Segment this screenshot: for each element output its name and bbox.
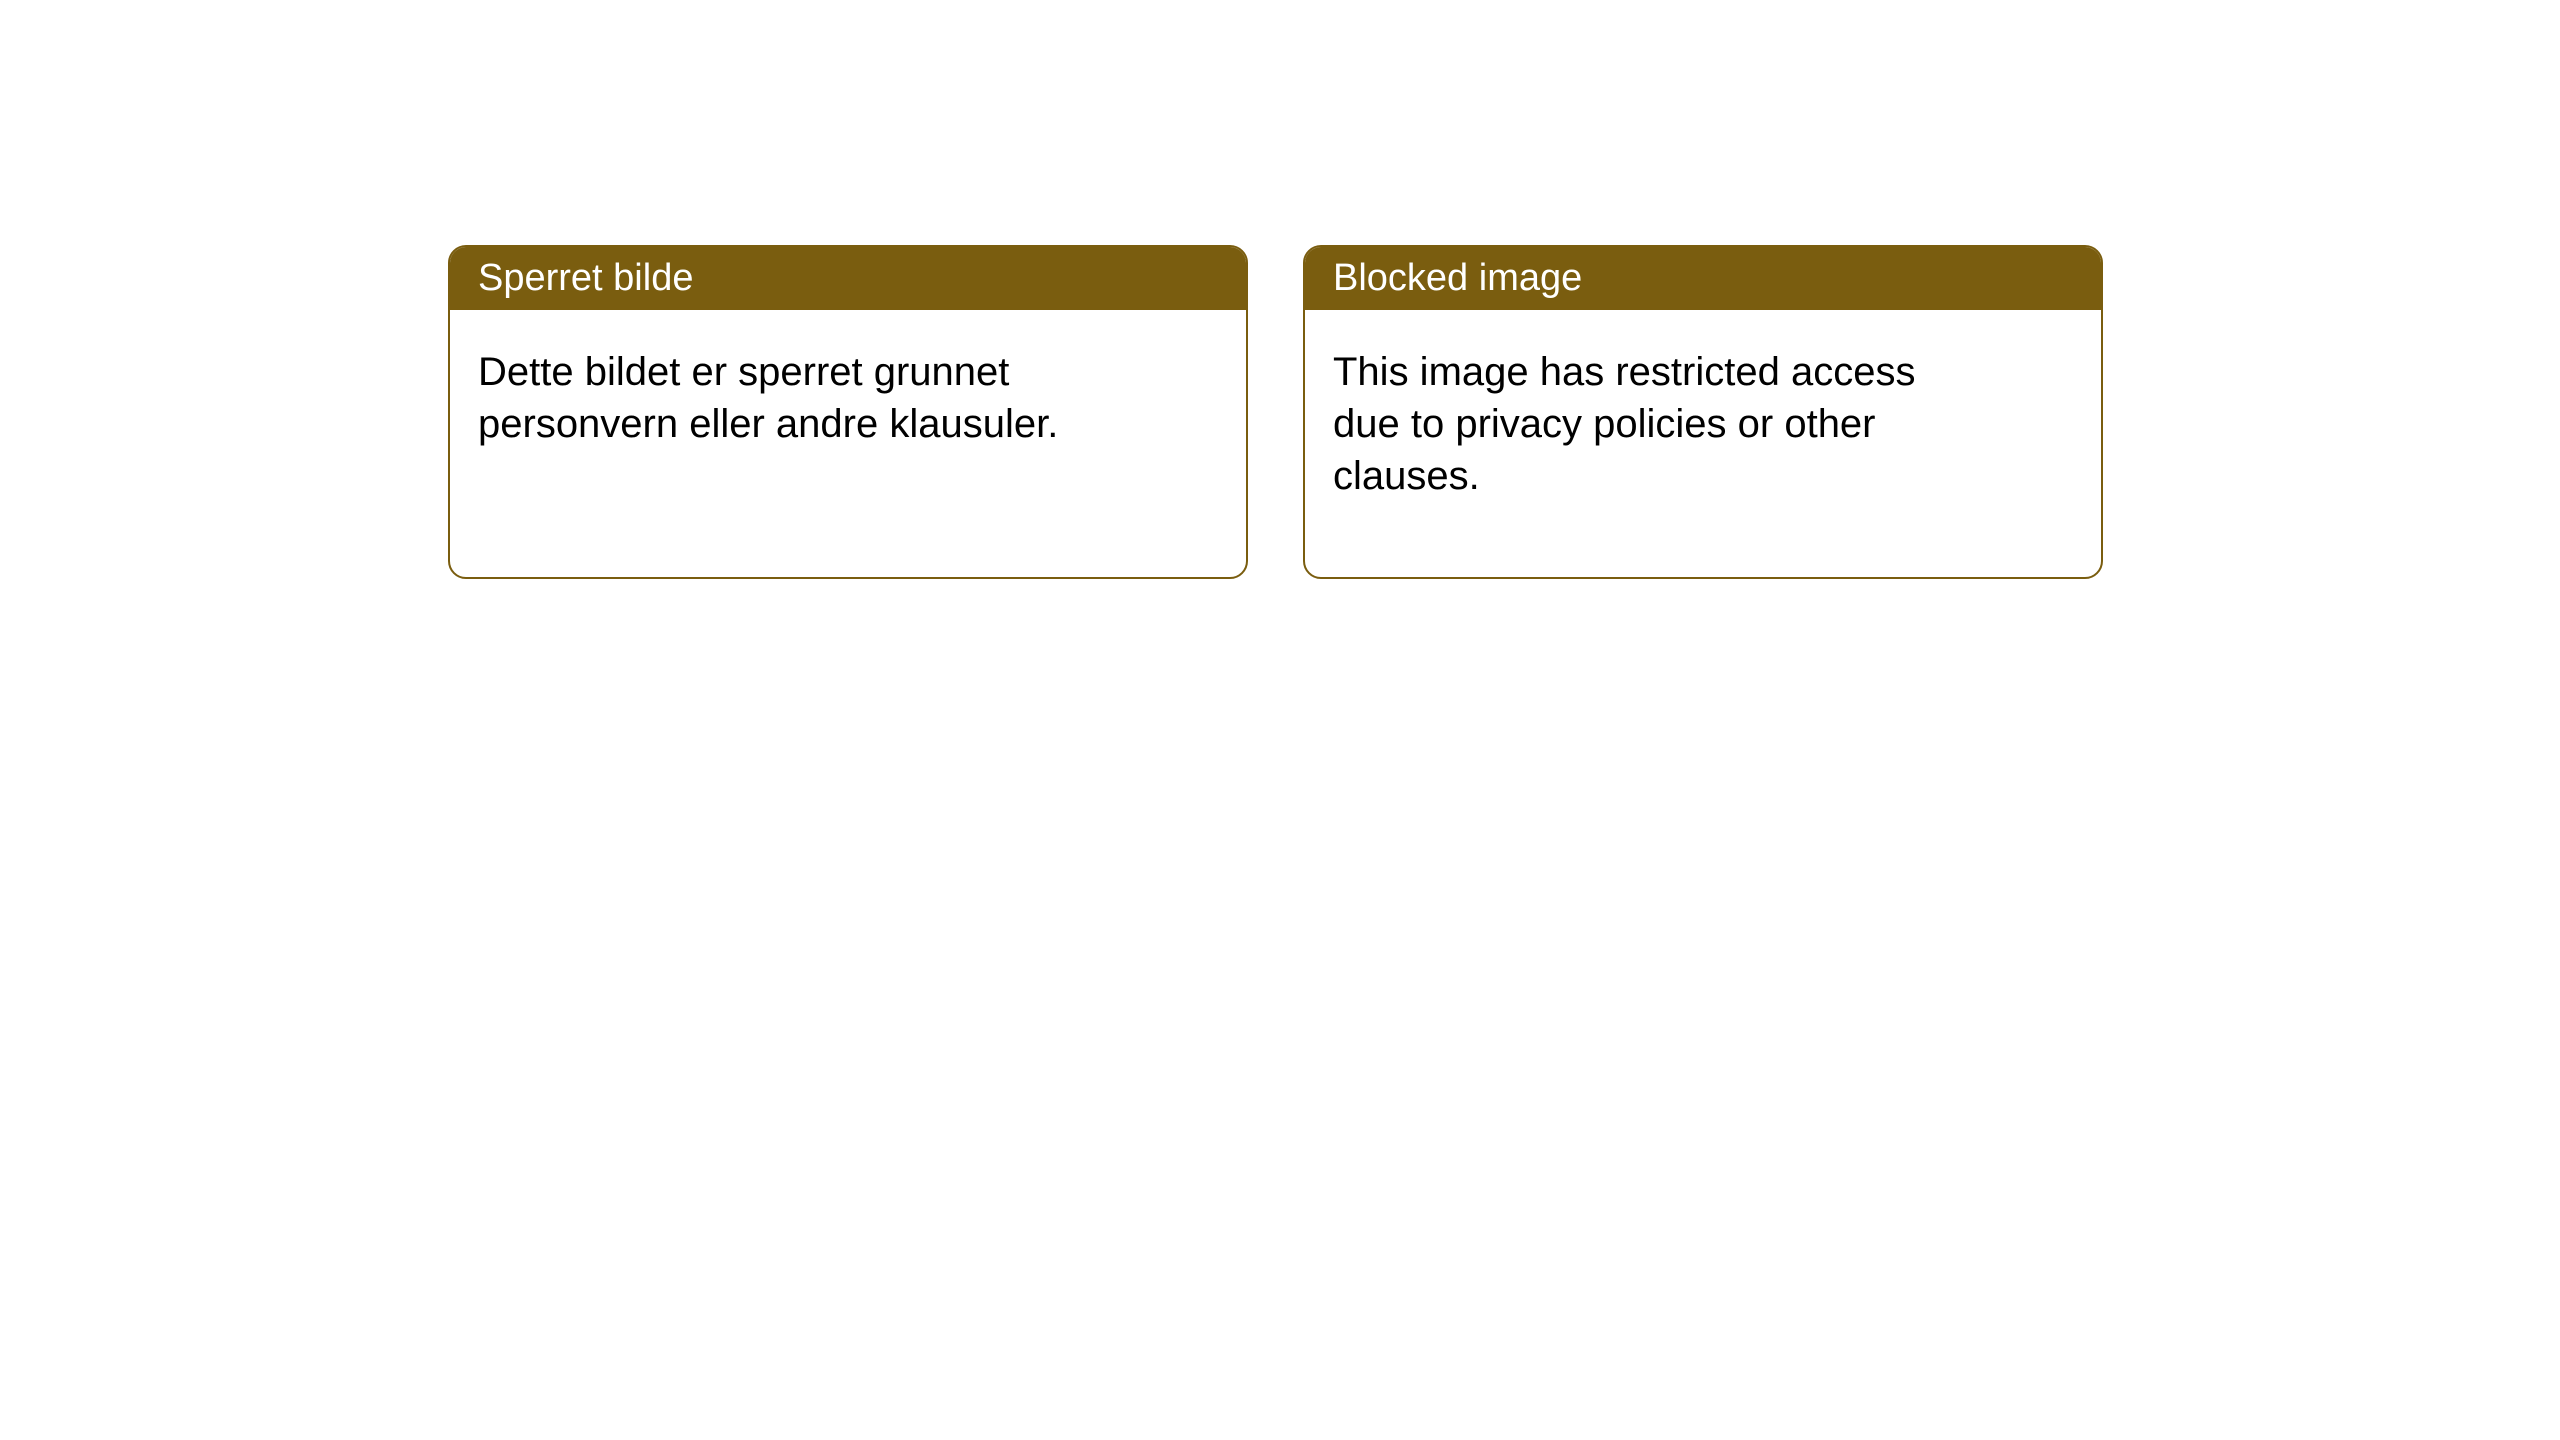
cards-container: Sperret bilde Dette bildet er sperret gr…	[448, 245, 2103, 579]
blocked-image-card-norwegian: Sperret bilde Dette bildet er sperret gr…	[448, 245, 1248, 579]
card-message-norwegian: Dette bildet er sperret grunnet personve…	[478, 350, 1058, 446]
card-title-norwegian: Sperret bilde	[478, 257, 693, 299]
card-title-english: Blocked image	[1333, 257, 1582, 299]
card-header-english: Blocked image	[1305, 247, 2101, 310]
card-message-english: This image has restricted access due to …	[1333, 350, 1915, 498]
card-body-norwegian: Dette bildet er sperret grunnet personve…	[450, 310, 1130, 486]
card-body-english: This image has restricted access due to …	[1305, 310, 1985, 538]
blocked-image-card-english: Blocked image This image has restricted …	[1303, 245, 2103, 579]
card-header-norwegian: Sperret bilde	[450, 247, 1246, 310]
